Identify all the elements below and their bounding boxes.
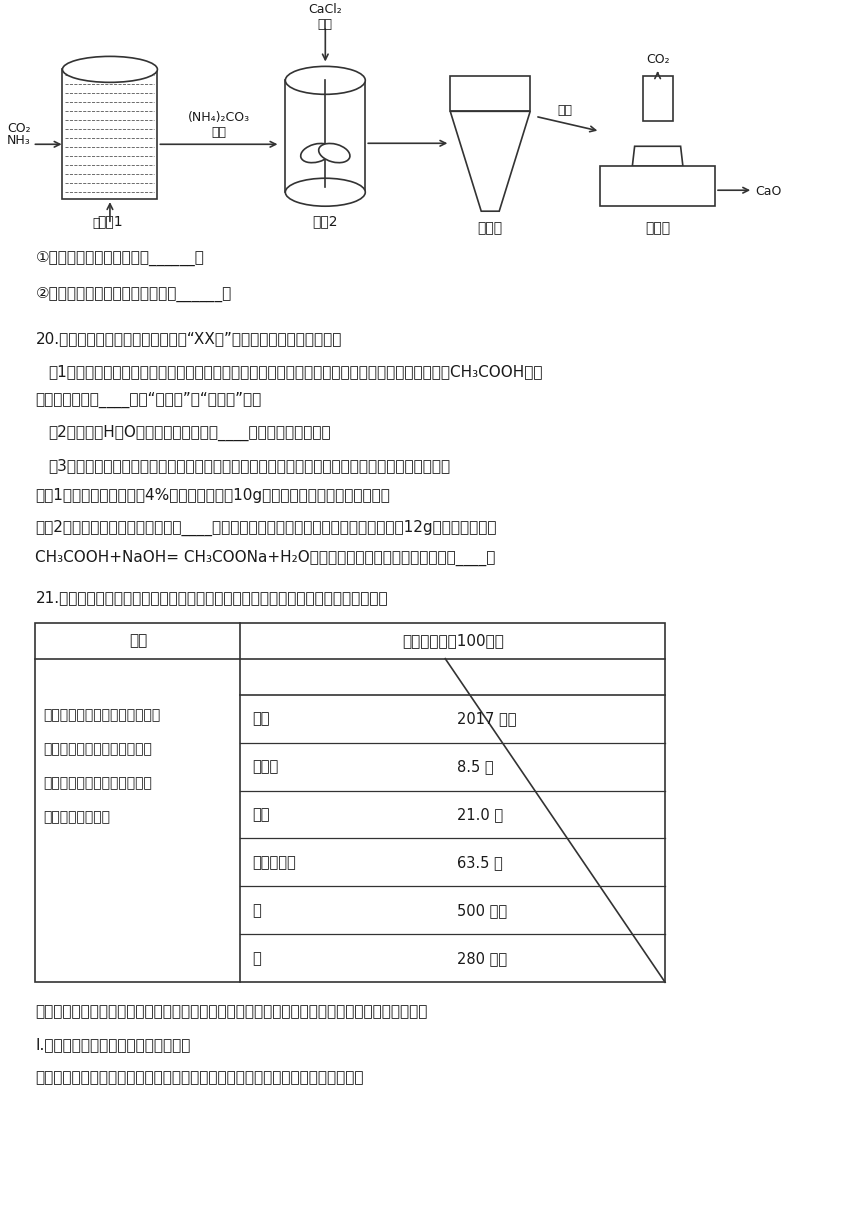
Text: 乙醇和醋酸属于____（填“有机物”或“无机物”）。: 乙醇和醋酸属于____（填“有机物”或“无机物”）。 (35, 392, 261, 409)
Text: 配料: 配料 (129, 634, 147, 648)
Text: 焙烧炉: 焙烧炉 (645, 221, 670, 235)
Ellipse shape (286, 67, 366, 95)
Polygon shape (632, 146, 683, 167)
Text: (NH₄)₂CO₃: (NH₄)₂CO₃ (187, 112, 250, 124)
Text: （2）醋酸中H、O两种元素的质量比为____（填最简整数比）。: （2）醋酸中H、O两种元素的质量比为____（填最简整数比）。 (48, 424, 331, 441)
Text: 20.醋是常用的调味品，某厂生产的“XX牌”白醋色泽透亮、酸味醇正。: 20.醋是常用的调味品，某厂生产的“XX牌”白醋色泽透亮、酸味醇正。 (35, 331, 342, 347)
Text: CH₃COOH+NaOH= CH₃COONa+H₂O，请计算该白醋中醋酸的质量分数。____。: CH₃COOH+NaOH= CH₃COONa+H₂O，请计算该白醋中醋酸的质量分… (35, 550, 496, 565)
Text: 水: 水 (92, 218, 100, 230)
Text: 反应2: 反应2 (312, 214, 338, 229)
Text: 过滤器: 过滤器 (477, 221, 503, 235)
Text: 钙: 钙 (252, 951, 261, 966)
Text: 脂肪: 脂肪 (252, 807, 270, 822)
Text: ②上述流程中可循环利用的物质是______。: ②上述流程中可循环利用的物质是______。 (35, 287, 231, 303)
Ellipse shape (301, 143, 332, 163)
Text: CaO: CaO (755, 185, 782, 198)
Text: 碳水化合物: 碳水化合物 (252, 855, 296, 869)
Text: 说明：饲干制作的烘焙过程中，配料中的碳酸氢钓全部受热分解转化为碳酸钓，而碳酸钓不分解。: 说明：饲干制作的烘焙过程中，配料中的碳酸氢钓全部受热分解转化为碳酸钓，而碳酸钓不… (35, 1004, 428, 1019)
Ellipse shape (63, 56, 157, 83)
Text: 步骤1：取溶质质量分数为4%的氢氧化鑃溶液10g于烧杯中，滴入几滴酚酉试液；: 步骤1：取溶质质量分数为4%的氢氧化鑃溶液10g于烧杯中，滴入几滴酚酉试液； (35, 488, 390, 503)
Text: 麦精、食用香精等: 麦精、食用香精等 (44, 811, 110, 824)
Text: 溶液: 溶液 (318, 18, 333, 32)
Text: 63.5 克: 63.5 克 (458, 855, 503, 869)
Text: 21.某品牌梳打饲干的配料和营养成分如下表，研究性学习小组对其成分进行了探究。: 21.某品牌梳打饲干的配料和营养成分如下表，研究性学习小组对其成分进行了探究。 (35, 590, 388, 604)
Text: （1）传统酱酸多以碎米为原料，经过一系列工艺处理后，再用酵母发酵成乙醇，最后氧化为醋酸（CH₃COOH）。: （1）传统酱酸多以碎米为原料，经过一系列工艺处理后，再用酵母发酵成乙醇，最后氧化… (48, 364, 543, 379)
Text: NH₃: NH₃ (7, 134, 30, 147)
Text: 步骤2：向烧杯中逐滴滴加该白醋，____（填操作），当红色恰好变成无色时，消耗白醋12g。（测定原理：: 步骤2：向烧杯中逐滴滴加该白醋，____（填操作），当红色恰好变成无色时，消耗白… (35, 519, 497, 536)
Text: 8.5 克: 8.5 克 (458, 759, 494, 775)
Bar (63, 69, 157, 199)
Bar (35, 623, 665, 983)
Text: 食用盐、碳酸钓、食品添加剂: 食用盐、碳酸钓、食品添加剂 (44, 743, 152, 756)
Text: 500 毫克: 500 毫克 (458, 902, 507, 918)
Text: 反应1: 反应1 (97, 214, 123, 229)
Bar (600, 167, 715, 207)
Text: 能量: 能量 (252, 711, 270, 726)
Text: 营养成分（每100克）: 营养成分（每100克） (402, 634, 504, 648)
Text: 2017 千焦: 2017 千焦 (458, 711, 517, 726)
Ellipse shape (286, 179, 366, 207)
Bar (642, 77, 673, 122)
Text: 21.0 克: 21.0 克 (458, 807, 503, 822)
Text: 取一小包饲干，研碎后放入烧杯，加入适量蔻馏水，用玻璃棒搞拌，得到待检液。: 取一小包饲干，研碎后放入烧杯，加入适量蔻馏水，用玻璃棒搞拌，得到待检液。 (35, 1070, 364, 1085)
Bar (451, 77, 531, 112)
Text: 小麦粉、食用植物油、洋葱粉、: 小麦粉、食用植物油、洋葱粉、 (44, 709, 161, 722)
Text: 蛋白质: 蛋白质 (252, 759, 279, 775)
Text: CO₂: CO₂ (646, 54, 669, 67)
Text: 洗涤: 洗涤 (557, 105, 573, 117)
Text: CaCl₂: CaCl₂ (309, 4, 342, 17)
Bar (286, 80, 366, 192)
Ellipse shape (319, 143, 350, 163)
Text: （碳酸氢钓）、香葱、酵母、: （碳酸氢钓）、香葱、酵母、 (44, 777, 152, 790)
Text: 溶液: 溶液 (212, 126, 226, 140)
Text: I.定性判断：饲干中有关成分的确认。: I.定性判断：饲干中有关成分的确认。 (35, 1037, 191, 1052)
Polygon shape (451, 112, 531, 212)
Text: ①过滤器中分离出的固体是______；: ①过滤器中分离出的固体是______； (35, 252, 205, 266)
Text: 钓: 钓 (252, 902, 261, 918)
Text: CO₂: CO₂ (7, 123, 30, 135)
Text: 280 毫克: 280 毫克 (458, 951, 507, 966)
Text: （3）兴趣小组为测定该品牌白醋中醋酸的质量分数（白醋中的酸均视为醋酸），进行了如下实验：: （3）兴趣小组为测定该品牌白醋中醋酸的质量分数（白醋中的酸均视为醋酸），进行了如… (48, 458, 451, 473)
